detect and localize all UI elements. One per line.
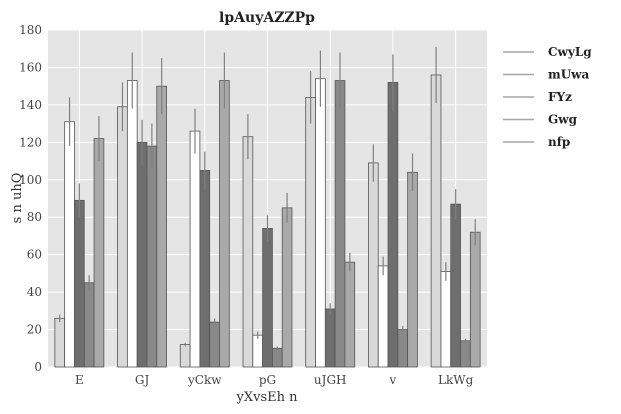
bar [324, 308, 336, 368]
bar [179, 344, 191, 368]
legend-label: Gwg [548, 113, 578, 127]
bar [334, 80, 346, 368]
bar [315, 78, 326, 368]
y-tick-label: 140 [19, 98, 42, 112]
x-tick-label: GJ [135, 373, 150, 387]
bar [146, 145, 158, 368]
bar [281, 207, 293, 368]
bar [407, 171, 418, 368]
legend-label: mUwa [548, 68, 589, 82]
bar [368, 162, 379, 368]
y-tick-label: 0 [34, 360, 42, 374]
x-axis-label: yXvsEh n [236, 390, 299, 405]
legend-label: nfp [548, 135, 570, 149]
bar [189, 130, 201, 368]
bar [430, 74, 442, 368]
x-tick-label: uJGH [314, 373, 347, 387]
bar [117, 106, 128, 368]
bar [219, 80, 230, 368]
bar [74, 199, 85, 368]
bar [209, 321, 220, 368]
chart-title: lpAuyAZZPp [219, 10, 315, 26]
bars [54, 46, 481, 368]
y-tick-label: 80 [27, 210, 42, 224]
y-tick-label: 60 [27, 248, 42, 262]
bar [54, 317, 66, 368]
bar [450, 203, 461, 368]
bar [83, 282, 95, 368]
x-axis-ticks: E GJ yCkw pG uJGH v LkWg [75, 373, 474, 387]
x-tick-label: LkWg [438, 373, 474, 387]
bar [344, 261, 356, 368]
x-tick-label: yCkw [187, 373, 222, 387]
y-tick-label: 40 [27, 285, 42, 299]
legend: CwyLg mUwa FYz Gwg nfp [503, 45, 592, 149]
bar [440, 271, 452, 368]
bar [271, 347, 283, 368]
y-axis-label: s n uhQ [10, 173, 25, 224]
x-tick-label: pG [259, 373, 276, 387]
y-tick-label: 180 [19, 23, 42, 37]
bar [252, 334, 264, 368]
bar [64, 121, 75, 368]
bar [126, 80, 138, 368]
bar [469, 231, 481, 368]
bar [242, 136, 254, 368]
y-tick-label: 100 [19, 173, 42, 187]
x-tick-label: v [389, 373, 397, 387]
y-tick-label: 160 [19, 60, 42, 74]
bar [262, 228, 273, 368]
bar [377, 265, 389, 368]
bar [305, 97, 316, 368]
legend-label: FYz [548, 90, 572, 104]
bar [387, 82, 399, 368]
y-tick-label: 20 [27, 323, 42, 337]
bar [460, 340, 471, 368]
y-tick-label: 120 [19, 135, 42, 149]
bar [93, 138, 105, 368]
bar [156, 85, 167, 368]
bar [199, 170, 211, 368]
y-axis-ticks: 0 20 40 60 80 100 120 140 160 180 [19, 23, 42, 374]
legend-label: CwyLg [548, 45, 592, 59]
x-tick-label: E [75, 373, 84, 387]
bar [397, 329, 409, 368]
bar [136, 141, 148, 368]
